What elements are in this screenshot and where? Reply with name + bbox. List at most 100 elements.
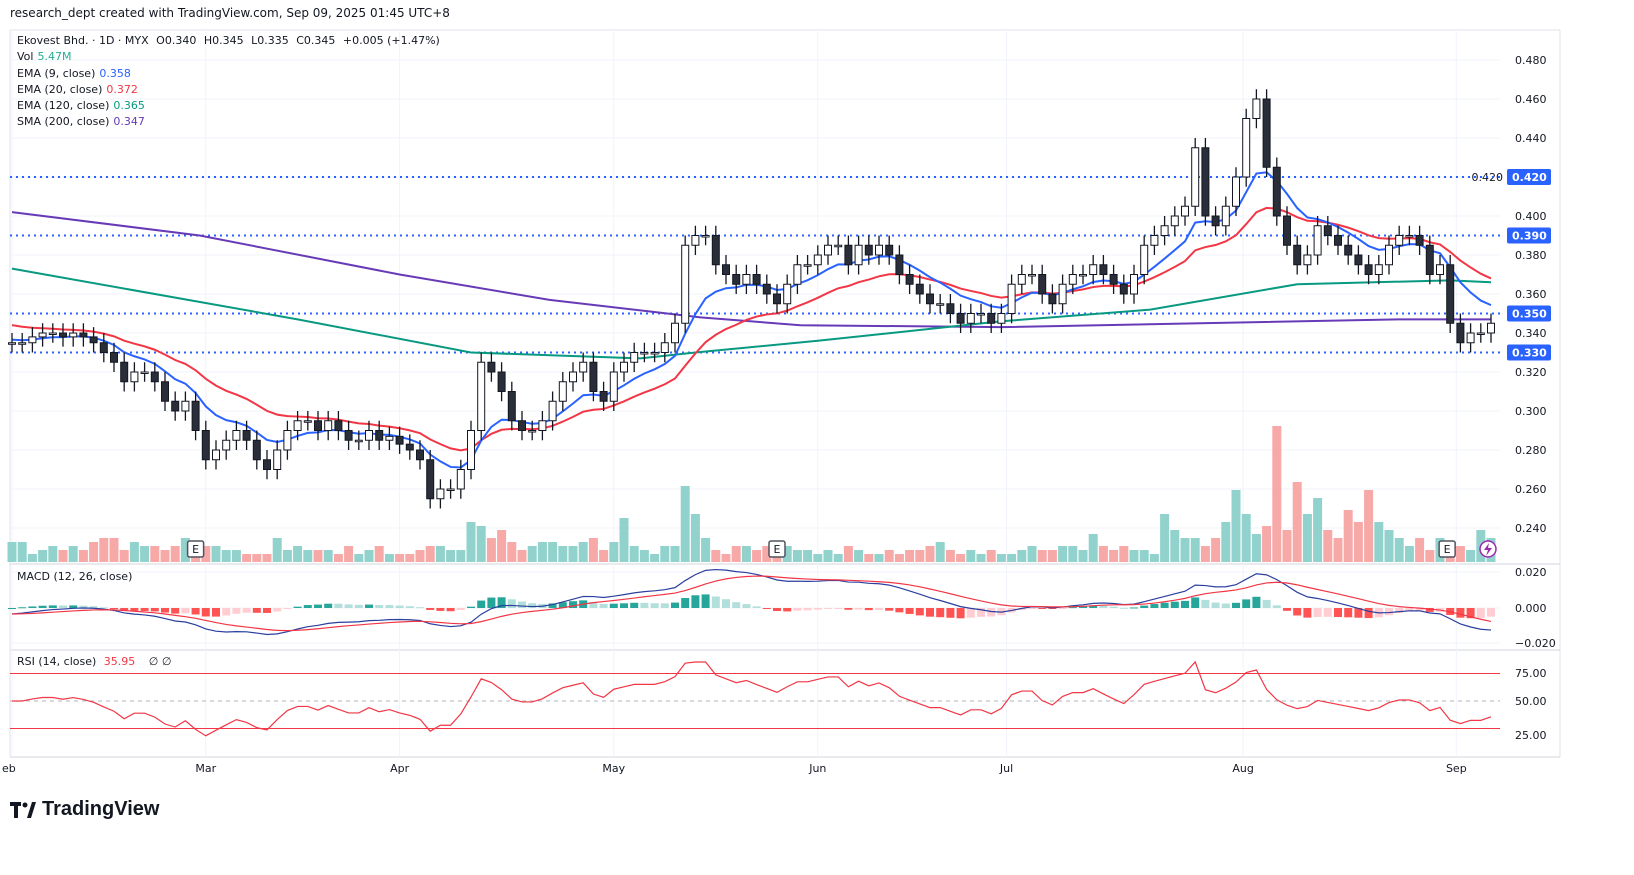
volume-bar — [364, 550, 374, 562]
candle-up — [1252, 98, 1261, 119]
volume-bar — [966, 550, 976, 562]
volume-bar — [1017, 550, 1027, 562]
candle-up — [48, 332, 57, 335]
candle-up — [538, 420, 547, 431]
ema9-legend[interactable]: EMA (9, close) 0.358 — [17, 66, 444, 82]
volume-bar — [854, 550, 864, 562]
macd-histogram-bar — [875, 608, 883, 611]
earnings-marker-label: E — [192, 543, 199, 556]
candle-up — [977, 313, 985, 316]
candle-up — [1089, 264, 1098, 275]
macd-histogram-bar — [773, 608, 781, 611]
chart-credit: research_dept created with TradingView.c… — [10, 6, 450, 20]
candle-up — [1476, 332, 1485, 335]
candle-down — [375, 430, 384, 441]
volume-bar — [578, 542, 588, 562]
macd-histogram-bar — [273, 608, 282, 612]
volume-bar — [650, 554, 660, 562]
volume-bar — [7, 542, 17, 562]
volume-bar — [1149, 554, 1159, 562]
level-price-label: 0.390 — [1512, 230, 1547, 243]
volume-label: Vol — [17, 50, 34, 64]
macd-tick-label: −0.020 — [1515, 637, 1556, 650]
candle-up — [212, 449, 220, 461]
macd-histogram-bar — [48, 605, 57, 608]
volume-bar — [833, 554, 843, 562]
macd-histogram-bar — [467, 606, 475, 608]
candle-down — [1283, 215, 1291, 246]
candle-up — [558, 381, 567, 402]
volume-bar — [629, 546, 639, 562]
volume-bar — [221, 550, 231, 562]
volume-bar — [170, 546, 180, 562]
ema20-legend[interactable]: EMA (20, close) 0.372 — [17, 82, 444, 98]
candle-up — [671, 322, 679, 344]
volume-bar — [945, 550, 955, 562]
volume-bar — [435, 546, 445, 562]
ohlc-high: H0.345 — [203, 34, 244, 47]
candle-down — [334, 420, 343, 431]
macd-histogram-bar — [161, 608, 169, 613]
ohlc-low: L0.335 — [251, 34, 289, 47]
sma200-legend[interactable]: SMA (200, close) 0.347 — [17, 114, 444, 130]
volume-bar — [384, 554, 394, 562]
candle-down — [722, 264, 730, 275]
symbol-name[interactable]: Ekovest Bhd. · 1D · MYX — [17, 34, 149, 47]
candle-up — [467, 430, 475, 470]
volume-bar — [497, 530, 507, 562]
macd-histogram-bar — [824, 608, 832, 609]
candle-up — [997, 313, 1006, 324]
macd-histogram-bar — [79, 605, 88, 608]
volume-bar — [905, 550, 915, 562]
candle-down — [191, 400, 200, 431]
candle-down — [1425, 244, 1434, 275]
volume-legend[interactable]: Vol 5.47M — [17, 49, 444, 65]
volume-bar — [935, 542, 945, 562]
candle-down — [171, 400, 180, 412]
macd-histogram-bar — [1313, 608, 1322, 617]
macd-histogram-bar — [507, 599, 516, 608]
candle-up — [1395, 235, 1404, 246]
volume-bar — [588, 538, 598, 562]
candle-up — [569, 371, 577, 383]
volume-bar — [1170, 530, 1180, 562]
macd-histogram-bar — [1119, 607, 1128, 609]
candle-down — [1334, 235, 1342, 246]
macd-histogram-bar — [569, 601, 577, 608]
macd-histogram-bar — [8, 608, 16, 609]
macd-histogram-bar — [314, 604, 322, 608]
volume-bar — [639, 550, 649, 562]
tradingview-logo[interactable]: TradingView — [10, 798, 159, 821]
candle-down — [1272, 166, 1281, 217]
macd-histogram-bar — [1150, 604, 1159, 608]
rsi-legend[interactable]: RSI (14, close) 35.95 ∅ ∅ — [17, 655, 171, 668]
macd-histogram-bar — [1334, 608, 1342, 617]
ema120-value: 0.365 — [113, 99, 145, 113]
volume-bar — [843, 546, 853, 562]
candle-up — [456, 469, 465, 490]
candle-up — [528, 430, 537, 433]
volume-bar — [313, 550, 323, 562]
volume-bar — [1415, 538, 1425, 562]
macd-histogram-bar — [1395, 608, 1404, 613]
candle-down — [1211, 215, 1220, 227]
volume-bar — [395, 554, 405, 562]
volume-bar — [109, 538, 119, 562]
candle-up — [181, 400, 190, 412]
macd-histogram-bar — [181, 608, 190, 614]
candle-down — [1109, 274, 1118, 285]
volume-bar — [956, 554, 966, 562]
candle-up — [936, 303, 945, 306]
price-tick-label: 0.380 — [1515, 249, 1547, 262]
candle-down — [1262, 98, 1271, 168]
volume-bar — [1088, 534, 1098, 562]
macd-histogram-bar — [201, 608, 210, 617]
ema120-legend[interactable]: EMA (120, close) 0.365 — [17, 98, 444, 114]
macd-histogram-bar — [864, 608, 873, 611]
macd-legend[interactable]: MACD (12, 26, close) — [17, 570, 133, 583]
volume-bar — [323, 550, 333, 562]
candle-up — [1170, 215, 1179, 227]
volume-bar — [1374, 522, 1384, 562]
volume-bar — [874, 554, 884, 562]
